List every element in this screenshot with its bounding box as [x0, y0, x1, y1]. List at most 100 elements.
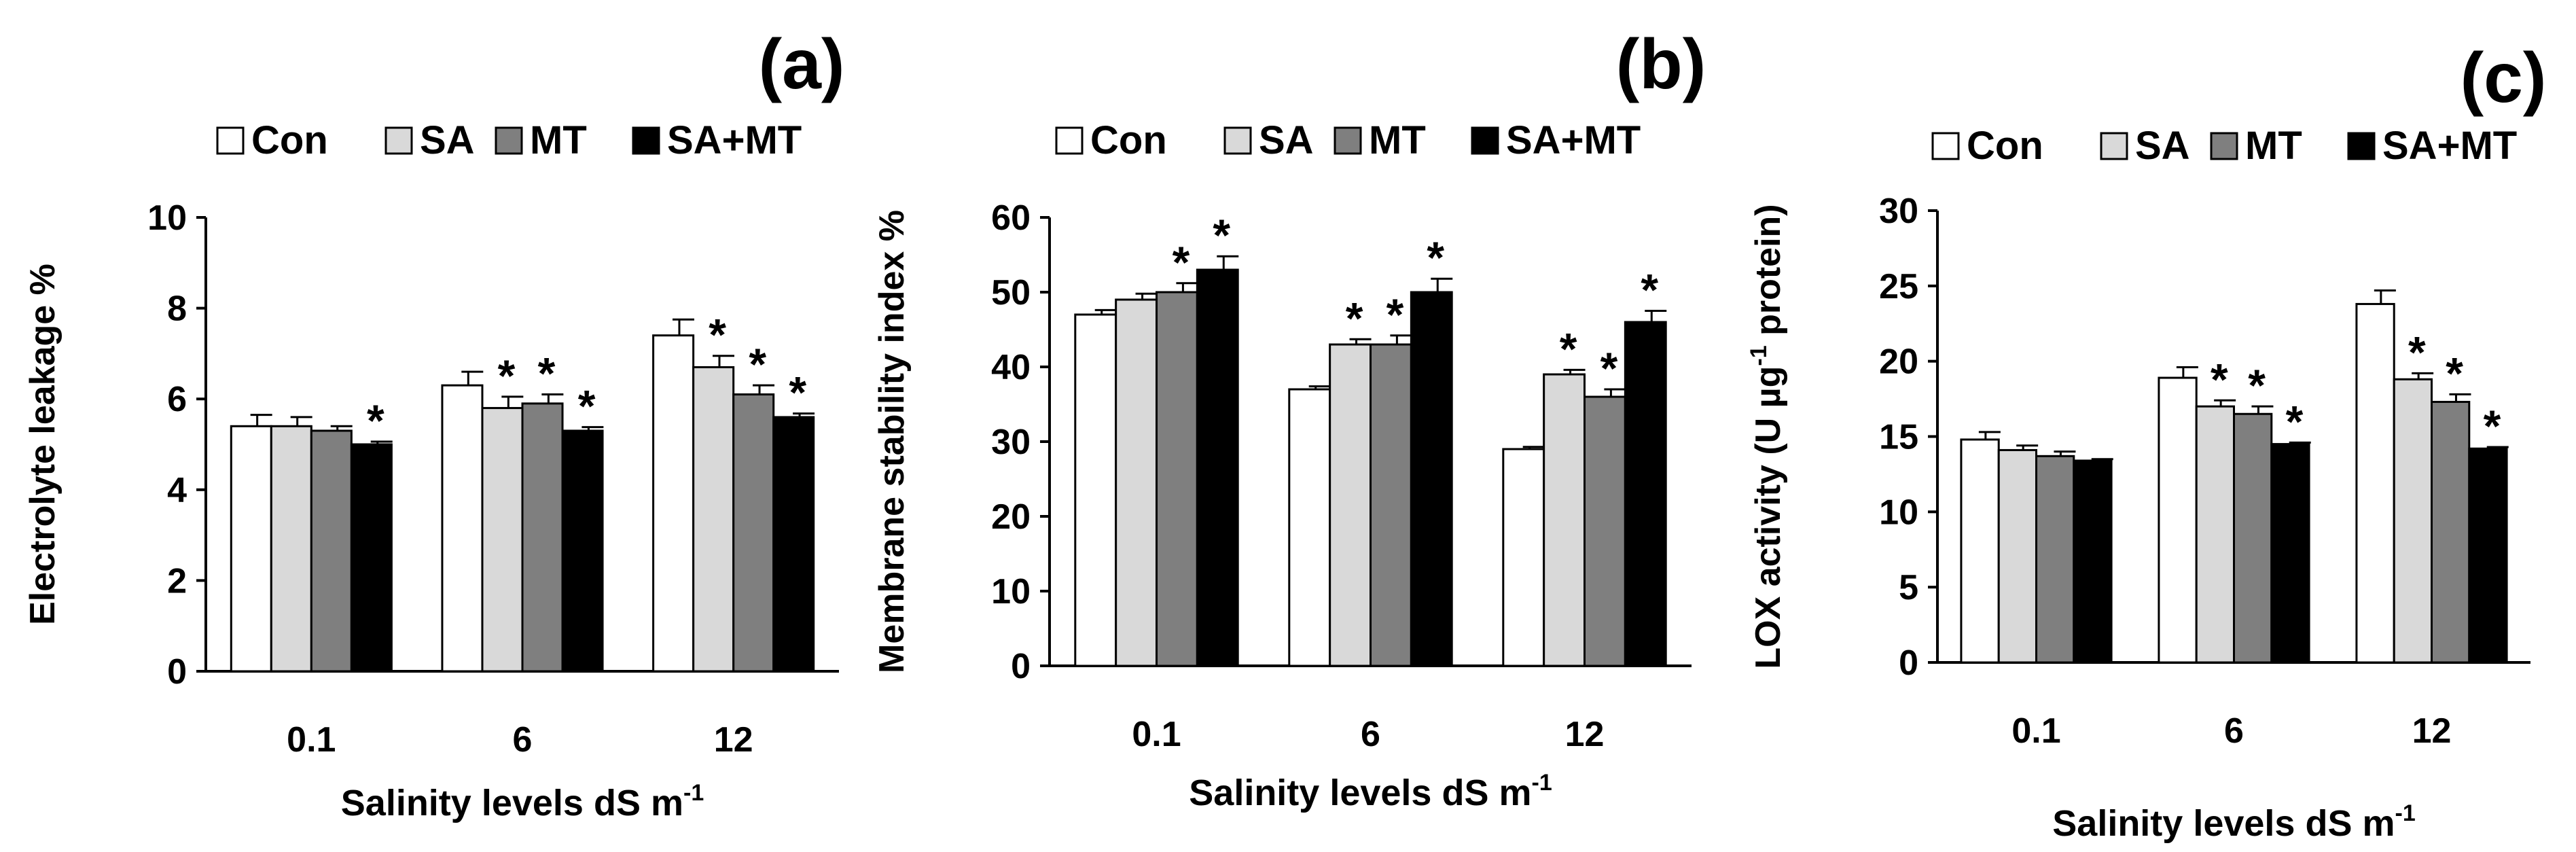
y-tick-label: 0: [167, 652, 187, 692]
significance-star: *: [498, 351, 516, 401]
panel-label: (a): [758, 25, 844, 104]
bar-mt-12: [1584, 395, 1626, 667]
significance-star: *: [1387, 289, 1404, 340]
y-tick-label: 30: [991, 423, 1031, 462]
significance-star: *: [1560, 323, 1577, 374]
legend-swatch-con: [1931, 132, 1960, 160]
legend-label: SA: [420, 118, 475, 162]
y-tick-label: 40: [991, 348, 1031, 387]
bar-con-6: [1288, 388, 1331, 667]
x-tick-label: 12: [1565, 715, 1605, 754]
bar-con-6: [441, 384, 484, 673]
legend-label: Con: [251, 118, 328, 162]
y-tick-label: 5: [1899, 568, 1918, 607]
y-tick-label: 20: [991, 497, 1031, 537]
significance-star: *: [2248, 360, 2266, 410]
panel-label: (c): [2460, 39, 2546, 118]
legend-label: Con: [1967, 124, 2043, 168]
legend-swatch-mt: [2210, 132, 2238, 160]
significance-star: *: [2446, 348, 2463, 398]
y-tick-label: 2: [167, 561, 187, 601]
significance-star: *: [1173, 237, 1190, 287]
bar-con-12: [2355, 302, 2395, 664]
significance-star: *: [2484, 401, 2501, 451]
significance-star: *: [578, 381, 596, 431]
bar-sa-mt-6: [1410, 291, 1453, 667]
bar-con-0.1: [1960, 438, 2000, 664]
bar-sa-0.1: [270, 425, 312, 673]
bar-mt-0.1: [310, 429, 353, 673]
significance-star: *: [1641, 265, 1658, 315]
significance-star: *: [2408, 327, 2426, 377]
bar-sa-mt-0.1: [2073, 459, 2113, 664]
legend-swatch-mt: [1334, 126, 1362, 155]
bar-mt-12: [732, 393, 775, 673]
x-tick-label: 6: [1361, 715, 1380, 754]
bar-mt-0.1: [1156, 291, 1198, 667]
panel-label: (b): [1616, 25, 1706, 104]
bar-con-12: [652, 334, 695, 673]
x-tick-label: 0.1: [2011, 711, 2060, 751]
bar-sa-mt-0.1: [350, 443, 393, 673]
bar-sa-mt-12: [2468, 447, 2508, 664]
bar-mt-0.1: [2035, 455, 2075, 664]
y-tick-label: 8: [167, 289, 187, 329]
significance-star: *: [367, 395, 384, 446]
legend-swatch-sa-mt: [1471, 126, 1499, 155]
y-tick-label: 0: [1011, 647, 1031, 686]
legend-swatch-sa: [384, 126, 413, 155]
legend-swatch-sa-mt: [632, 126, 660, 155]
legend-label: SA: [2135, 124, 2190, 168]
y-tick-label: 10: [147, 198, 187, 238]
bar-sa-mt-6: [561, 429, 604, 673]
y-tick-label: 60: [991, 198, 1031, 238]
bar-sa-12: [2393, 378, 2433, 664]
y-tick-label: 10: [991, 572, 1031, 611]
legend-swatch-sa-mt: [2347, 132, 2376, 160]
chart-panel-3: (c) Con SA MT SA+MT 0 5 10 15 20 25 30 0.1 * * * 6 * * * 12 S…: [1746, 39, 2547, 844]
bar-sa-mt-12: [1624, 321, 1667, 667]
legend-label: MT: [2245, 124, 2302, 168]
y-tick-label: 50: [991, 273, 1031, 313]
legend-label: SA+MT: [1506, 118, 1641, 162]
y-axis-title: LOX activity (U µg-1 protein): [1746, 204, 1788, 669]
x-tick-label: 12: [2412, 711, 2452, 751]
x-tick-label: 0.1: [1132, 715, 1181, 754]
bar-sa-12: [1543, 373, 1586, 667]
significance-star: *: [1346, 293, 1363, 343]
bar-sa-mt-12: [772, 416, 815, 673]
y-tick-label: 20: [1879, 342, 1918, 382]
y-tick-label: 10: [1879, 493, 1918, 532]
bar-mt-12: [2431, 401, 2471, 664]
bar-sa-0.1: [1997, 448, 2037, 664]
chart-panel-1: (a) Con SA MT SA+MT 0 2 4 6 8 10 * 0.1 * * * 6 * * * 12Salin…: [23, 25, 845, 823]
significance-star: *: [1213, 210, 1230, 260]
bar-sa-0.1: [1115, 298, 1158, 667]
significance-star: *: [2286, 396, 2304, 446]
y-tick-label: 30: [1879, 192, 1918, 231]
x-tick-label: 12: [714, 720, 753, 760]
legend-swatch-con: [216, 126, 245, 155]
bar-sa-6: [2195, 405, 2235, 664]
x-axis-title: Salinity levels dS m-1: [2052, 800, 2415, 844]
x-axis-title: Salinity levels dS m-1: [341, 780, 704, 823]
x-tick-label: 6: [513, 720, 533, 760]
y-tick-label: 4: [167, 471, 187, 510]
legend-label: Con: [1090, 118, 1167, 162]
legend-label: SA+MT: [2382, 124, 2517, 168]
legend-label: SA+MT: [667, 118, 802, 162]
legend-swatch-sa: [1223, 126, 1252, 155]
legend-swatch-mt: [495, 126, 523, 155]
bar-sa-12: [692, 366, 735, 673]
significance-star: *: [789, 368, 806, 418]
y-tick-label: 6: [167, 380, 187, 419]
legend-label: SA: [1259, 118, 1314, 162]
bar-con-0.1: [1074, 313, 1117, 667]
legend-swatch-sa: [2100, 132, 2128, 160]
bar-sa-6: [481, 407, 524, 673]
bar-sa-mt-0.1: [1196, 268, 1239, 667]
y-axis-title: Electrolyte leakage %: [23, 264, 62, 625]
y-tick-label: 0: [1899, 643, 1918, 683]
bar-mt-6: [1370, 343, 1412, 667]
